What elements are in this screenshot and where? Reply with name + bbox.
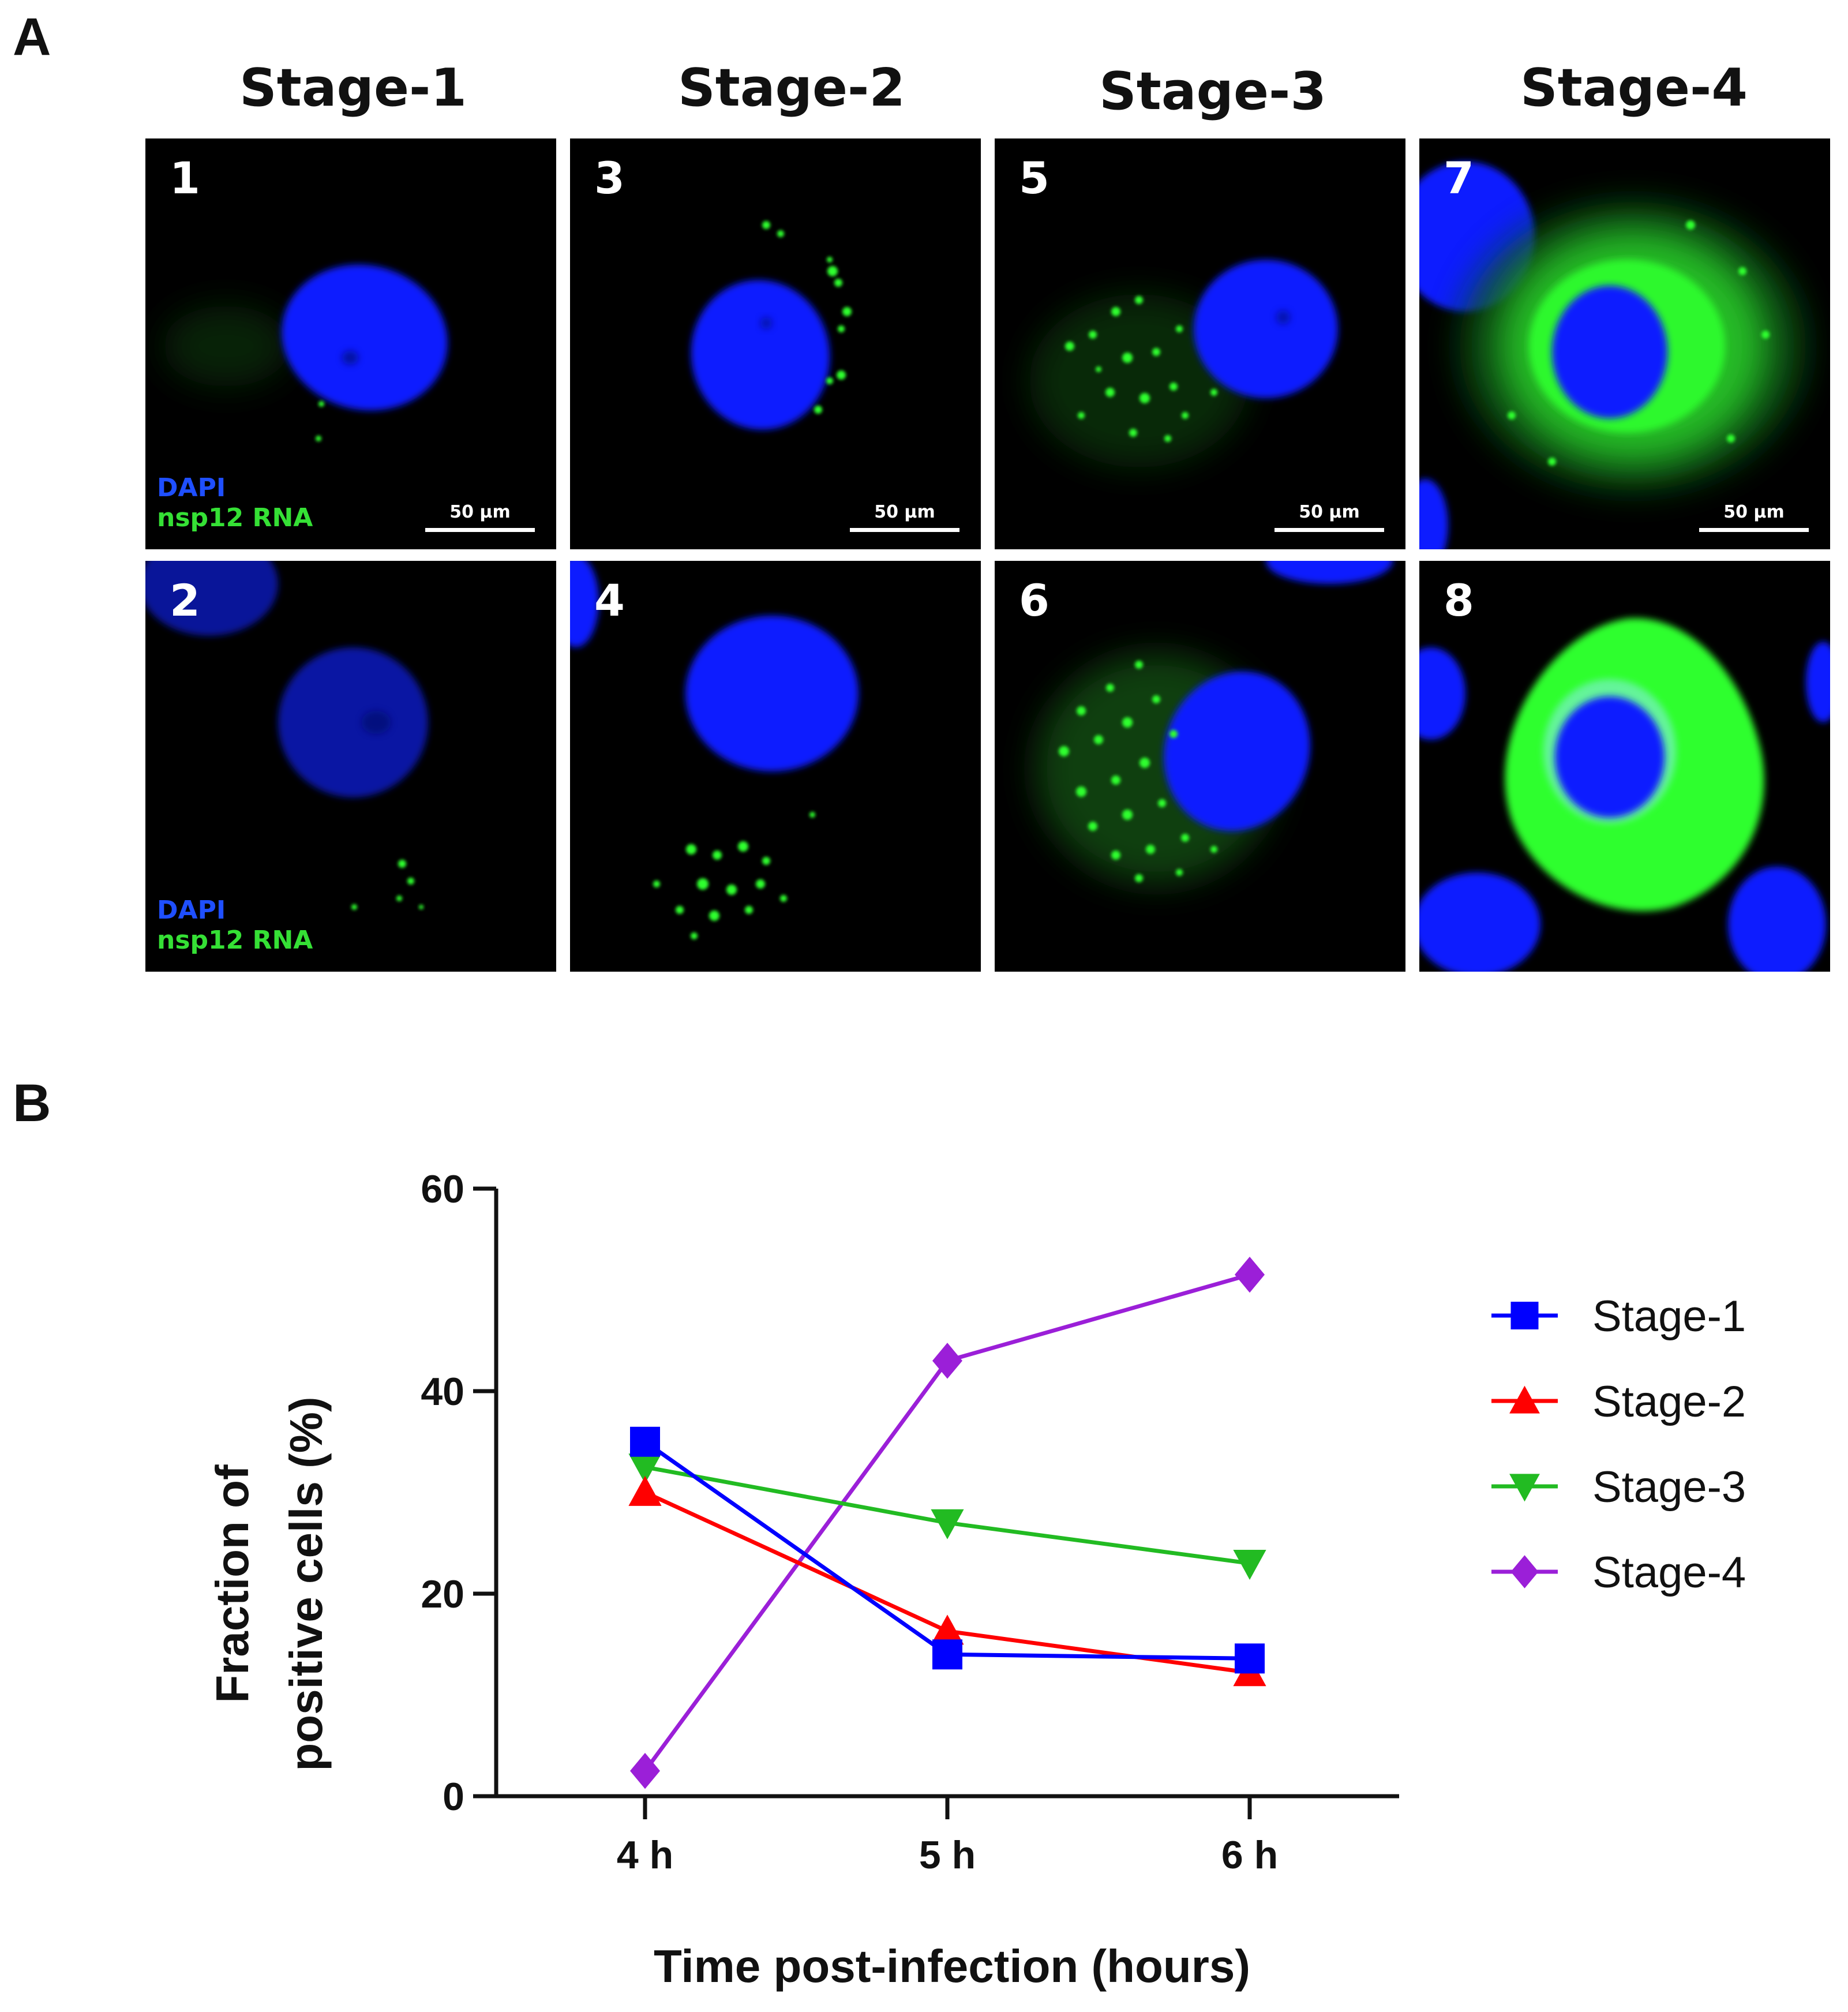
legend-marker-stage-4 bbox=[1510, 1555, 1539, 1588]
legend-label-stage-3: Stage-3 bbox=[1592, 1463, 1746, 1512]
stage-title-2: Stage-2 bbox=[677, 58, 905, 118]
data-point-stage-4-2 bbox=[1235, 1256, 1265, 1293]
data-point-stage-1-0 bbox=[630, 1426, 660, 1457]
micrograph-tile-4: 4 bbox=[570, 561, 981, 972]
stage-title-3: Stage-3 bbox=[1099, 61, 1326, 122]
y-tick-label-2: 40 bbox=[421, 1370, 464, 1414]
legend-label-stage-2: Stage-2 bbox=[1592, 1377, 1746, 1426]
tile-number-6: 6 bbox=[1019, 575, 1049, 626]
data-point-stage-3-2 bbox=[1233, 1549, 1266, 1580]
legend-rna-1: nsp12 RNA bbox=[157, 503, 313, 533]
scale-label-3: 50 µm bbox=[874, 502, 935, 522]
y-tick-label-3: 60 bbox=[421, 1167, 464, 1211]
x-tick-label-1: 5 h bbox=[919, 1833, 976, 1877]
legend-label-stage-1: Stage-1 bbox=[1592, 1292, 1746, 1341]
micrograph-tile-1: 1 DAPI nsp12 RNA 50 µm bbox=[145, 138, 556, 549]
micrograph-tile-7: 7 50 µm bbox=[1419, 138, 1830, 549]
tile-number-3: 3 bbox=[594, 152, 625, 204]
data-point-stage-3-0 bbox=[628, 1453, 662, 1484]
micrograph-image-3 bbox=[691, 221, 852, 430]
scalebar-3 bbox=[850, 528, 959, 532]
micrograph-image-8 bbox=[1419, 618, 1830, 972]
data-point-stage-1-2 bbox=[1235, 1643, 1265, 1674]
micrograph-image-6 bbox=[1035, 561, 1393, 884]
scalebar-7 bbox=[1699, 528, 1809, 532]
panel-a-letter: A bbox=[13, 8, 51, 66]
micrograph-tile-3: 3 50 µm bbox=[570, 138, 981, 549]
micrograph-image-1 bbox=[163, 264, 448, 441]
x-tick-label-0: 4 h bbox=[617, 1833, 673, 1877]
data-point-stage-2-1 bbox=[931, 1614, 964, 1645]
micrograph-tile-8: 8 bbox=[1419, 561, 1830, 972]
legend-dapi-2: DAPI bbox=[157, 896, 226, 925]
chart-series bbox=[628, 1256, 1266, 1789]
micrograph-image-2 bbox=[145, 561, 428, 910]
legend-marker-stage-1 bbox=[1510, 1302, 1539, 1329]
legend-label-stage-4: Stage-4 bbox=[1592, 1548, 1746, 1597]
x-axis-label: Time post-infection (hours) bbox=[654, 1940, 1250, 1992]
scalebar-1 bbox=[425, 528, 535, 532]
micrograph-tile-6: 6 bbox=[995, 561, 1405, 972]
y-axis-label-line-2: positive cells (%) bbox=[280, 1396, 332, 1771]
y-tick-label-1: 20 bbox=[421, 1572, 464, 1616]
micrograph-image-4 bbox=[570, 561, 859, 939]
micrograph-image-7 bbox=[1419, 162, 1806, 549]
legend-dapi-1: DAPI bbox=[157, 473, 226, 503]
data-point-stage-2-0 bbox=[628, 1475, 662, 1506]
data-point-stage-3-1 bbox=[931, 1509, 964, 1539]
tile-number-1: 1 bbox=[170, 152, 200, 204]
chart-legend: Stage-1 Stage-2 Stage-3 Stage-4 bbox=[1491, 1292, 1746, 1597]
y-tick-label-0: 0 bbox=[443, 1775, 464, 1819]
legend-rna-2: nsp12 RNA bbox=[157, 926, 313, 955]
micrograph-image-5 bbox=[1029, 260, 1338, 467]
scale-label-7: 50 µm bbox=[1723, 502, 1785, 522]
x-tick-label-2: 6 h bbox=[1221, 1833, 1278, 1877]
micrograph-tile-5: 5 50 µm bbox=[995, 138, 1405, 549]
tile-number-5: 5 bbox=[1019, 152, 1049, 204]
tile-number-7: 7 bbox=[1444, 152, 1474, 204]
micrograph-tile-2: 2 DAPI nsp12 RNA bbox=[145, 561, 556, 972]
y-axis-label-line-1: Fraction of bbox=[207, 1464, 258, 1703]
panel-b-letter: B bbox=[13, 1074, 51, 1133]
tile-number-4: 4 bbox=[594, 575, 625, 626]
data-point-stage-1-1 bbox=[932, 1639, 962, 1670]
scale-label-1: 50 µm bbox=[449, 502, 511, 522]
scalebar-5 bbox=[1275, 528, 1384, 532]
stage-title-1: Stage-1 bbox=[239, 58, 467, 118]
tile-number-8: 8 bbox=[1444, 575, 1474, 626]
legend-marker-stage-2 bbox=[1509, 1385, 1540, 1414]
stage-title-4: Stage-4 bbox=[1520, 58, 1748, 118]
legend-marker-stage-3 bbox=[1509, 1474, 1540, 1502]
data-point-stage-4-1 bbox=[932, 1343, 962, 1379]
scale-label-5: 50 µm bbox=[1299, 502, 1360, 522]
chart-axes: 0 20 40 60 4 h 5 h 6 h bbox=[421, 1167, 1399, 1877]
tile-number-2: 2 bbox=[170, 575, 200, 626]
